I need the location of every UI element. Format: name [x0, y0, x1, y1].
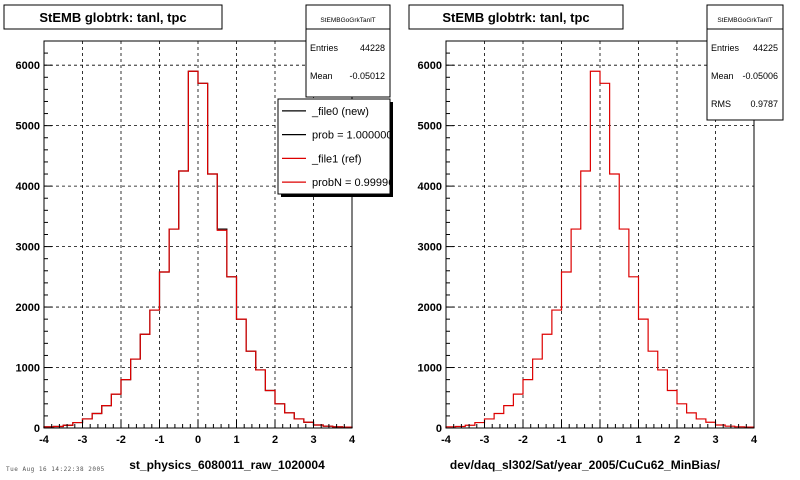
x-tick-label: 1: [635, 434, 641, 446]
y-tick-label: 5000: [16, 121, 40, 133]
x-tick-label: 3: [310, 434, 316, 446]
y-tick-label: 6000: [16, 60, 40, 72]
legend: _file0 (new) prob = 1.000000 _file1 (ref) p…: [282, 106, 400, 189]
y-tick-label: 3000: [16, 242, 40, 254]
legend-entry: probN = 0.999962: [312, 177, 400, 189]
x-axis-label: dev/daq_sl302/Sat/year_2005/CuCu62_MinBi…: [450, 458, 721, 472]
stats-label: Entries: [310, 43, 339, 53]
x-tick-label: -2: [116, 434, 126, 446]
y-tick-label: 4000: [16, 181, 40, 193]
x-tick-label: -1: [155, 434, 165, 446]
x-tick-label: -4: [39, 434, 50, 446]
legend-entry: _file1 (ref): [311, 153, 362, 165]
x-tick-label: -4: [441, 434, 452, 446]
stats-label: Entries: [711, 43, 740, 53]
title-box: [3, 4, 223, 30]
x-tick-label: 4: [751, 434, 758, 446]
grid: [44, 41, 352, 428]
x-tick-label: 0: [597, 434, 603, 446]
x-tick-label: 4: [349, 434, 356, 446]
stats-name: StEMBGoGrkTanlT: [717, 17, 772, 24]
y-tick-label: 1000: [16, 363, 40, 375]
y-tick-label: 6000: [418, 60, 442, 72]
stats-name: StEMBGoGrkTanlT: [320, 17, 375, 24]
stats-value: 44228: [360, 43, 385, 53]
stats-box: [305, 4, 391, 98]
x-tick-label: 2: [272, 434, 278, 446]
histogram-series-2: [43, 70, 353, 428]
stats-label: Mean: [310, 71, 333, 81]
chart-title: StEMB globtrk: tanl, tpc: [39, 10, 186, 25]
title-box: [408, 4, 624, 30]
x-tick-label: -2: [518, 434, 528, 446]
chart-title: StEMB globtrk: tanl, tpc: [442, 10, 589, 25]
stats-value: -0.05012: [349, 71, 385, 81]
x-tick-label: -1: [557, 434, 567, 446]
x-tick-label: -3: [78, 434, 88, 446]
y-tick-label: 5000: [418, 121, 442, 133]
stats-value: 44225: [753, 43, 778, 53]
legend-box: [277, 98, 391, 195]
histogram-series-1: [445, 70, 755, 428]
x-axis-label: st_physics_6080011_raw_1020004: [129, 458, 325, 472]
legend-entry: _file0 (new): [311, 106, 369, 118]
stats-value: 0.9787: [750, 99, 778, 109]
y-tick-label: 2000: [418, 302, 442, 314]
x-tick-label: -3: [480, 434, 490, 446]
x-tick-label: 1: [233, 434, 239, 446]
footer-timestamp: Tue Aug 16 14:22:38 2005: [6, 466, 105, 473]
x-tick-label: 0: [195, 434, 201, 446]
y-tick-label: 4000: [418, 181, 442, 193]
legend-entry: prob = 1.000000: [312, 130, 392, 142]
chart-1: -4 -3 -2 -1 0 1 2 3 4 0 1000 2000 3000 4000 5000 6000 st…: [3, 4, 400, 472]
y-tick-label: 2000: [16, 302, 40, 314]
stats-label: Mean: [711, 71, 734, 81]
stats-box: [706, 4, 784, 121]
y-tick-label: 3000: [418, 242, 442, 254]
grid: [446, 41, 754, 428]
y-tick-label: 0: [436, 423, 442, 435]
x-tick-label: 3: [712, 434, 718, 446]
stats-value: -0.05006: [742, 71, 778, 81]
stats-label: RMS: [711, 99, 731, 109]
x-tick-label: 2: [674, 434, 680, 446]
y-tick-label: 0: [34, 423, 40, 435]
y-tick-label: 1000: [418, 363, 442, 375]
chart-2: -4 -3 -2 -1 0 1 2 3 4 0 1000 2000 3000 4000 5000 6000 de…: [408, 4, 784, 472]
